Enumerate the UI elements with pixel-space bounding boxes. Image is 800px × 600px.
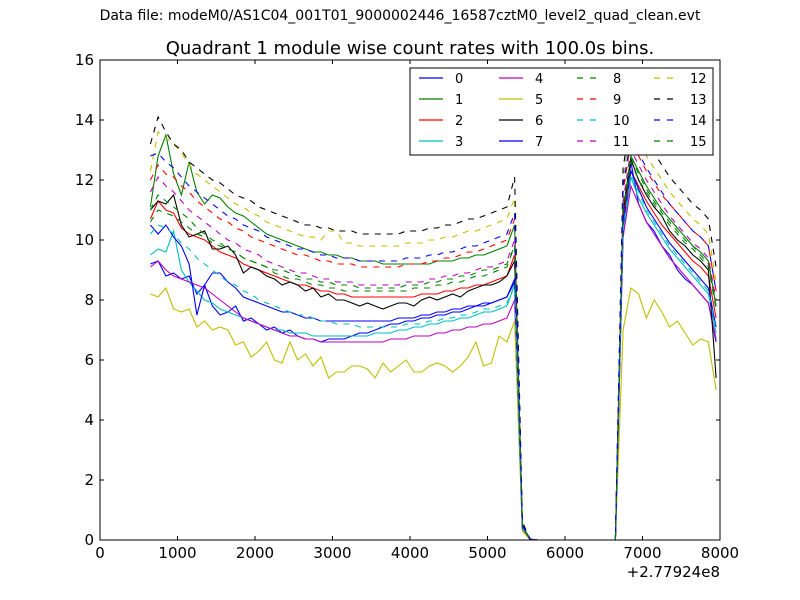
series-line-4 <box>150 184 717 540</box>
legend-label-8: 8 <box>613 72 621 87</box>
legend-label-5: 5 <box>535 93 543 108</box>
legend-label-13: 13 <box>690 93 707 108</box>
x-tick-label: 3000 <box>313 544 351 562</box>
series-line-9 <box>149 139 717 540</box>
chart-title: Quadrant 1 module wise count rates with … <box>166 38 655 59</box>
series-line-2 <box>149 169 717 540</box>
legend-label-15: 15 <box>690 135 707 150</box>
y-tick-label: 8 <box>84 291 94 309</box>
y-tick-label: 12 <box>75 171 94 189</box>
legend-label-6: 6 <box>535 114 543 129</box>
x-tick-label: 2000 <box>236 544 274 562</box>
data-file-label: Data file: modeM0/AS1C04_001T01_90000024… <box>99 8 701 24</box>
series-line-5 <box>150 286 717 540</box>
series-line-13 <box>149 115 717 540</box>
x-tick-label: 6000 <box>546 544 584 562</box>
y-tick-label: 4 <box>84 411 94 429</box>
series-line-3 <box>150 176 717 540</box>
legend-label-7: 7 <box>535 135 543 150</box>
x-tick-label: 0 <box>95 544 105 562</box>
x-offset-label: +2.77924e8 <box>627 563 720 581</box>
series-layer <box>149 115 717 540</box>
legend-label-14: 14 <box>690 114 707 129</box>
legend-label-2: 2 <box>455 114 463 129</box>
legend-label-12: 12 <box>690 72 707 87</box>
y-tick-label: 6 <box>84 351 94 369</box>
legend-label-4: 4 <box>535 72 543 87</box>
series-line-15 <box>149 154 717 540</box>
series-line-6 <box>149 158 717 540</box>
y-tick-label: 0 <box>84 531 94 549</box>
series-line-10 <box>149 171 717 540</box>
series-line-1 <box>149 132 717 540</box>
legend-label-0: 0 <box>455 72 463 87</box>
x-axis: 0 1000 2000 3000 4000 5000 6000 7000 8000 <box>95 60 739 562</box>
legend-label-3: 3 <box>455 135 463 150</box>
x-tick-label: 7000 <box>623 544 661 562</box>
legend-label-10: 10 <box>613 114 630 129</box>
series-line-14 <box>150 136 717 540</box>
legend-box <box>409 67 714 156</box>
y-tick-label: 14 <box>75 111 94 129</box>
series-line-7 <box>149 168 717 540</box>
y-tick-label: 10 <box>75 231 94 249</box>
x-tick-label: 4000 <box>391 544 429 562</box>
x-tick-label: 5000 <box>468 544 506 562</box>
legend-label-1: 1 <box>455 93 463 108</box>
y-tick-label: 2 <box>84 471 94 489</box>
legend-label-9: 9 <box>613 93 621 108</box>
x-tick-label: 8000 <box>701 544 739 562</box>
legend-label-11: 11 <box>613 135 630 150</box>
x-tick-label: 1000 <box>158 544 196 562</box>
y-tick-label: 16 <box>75 51 94 69</box>
